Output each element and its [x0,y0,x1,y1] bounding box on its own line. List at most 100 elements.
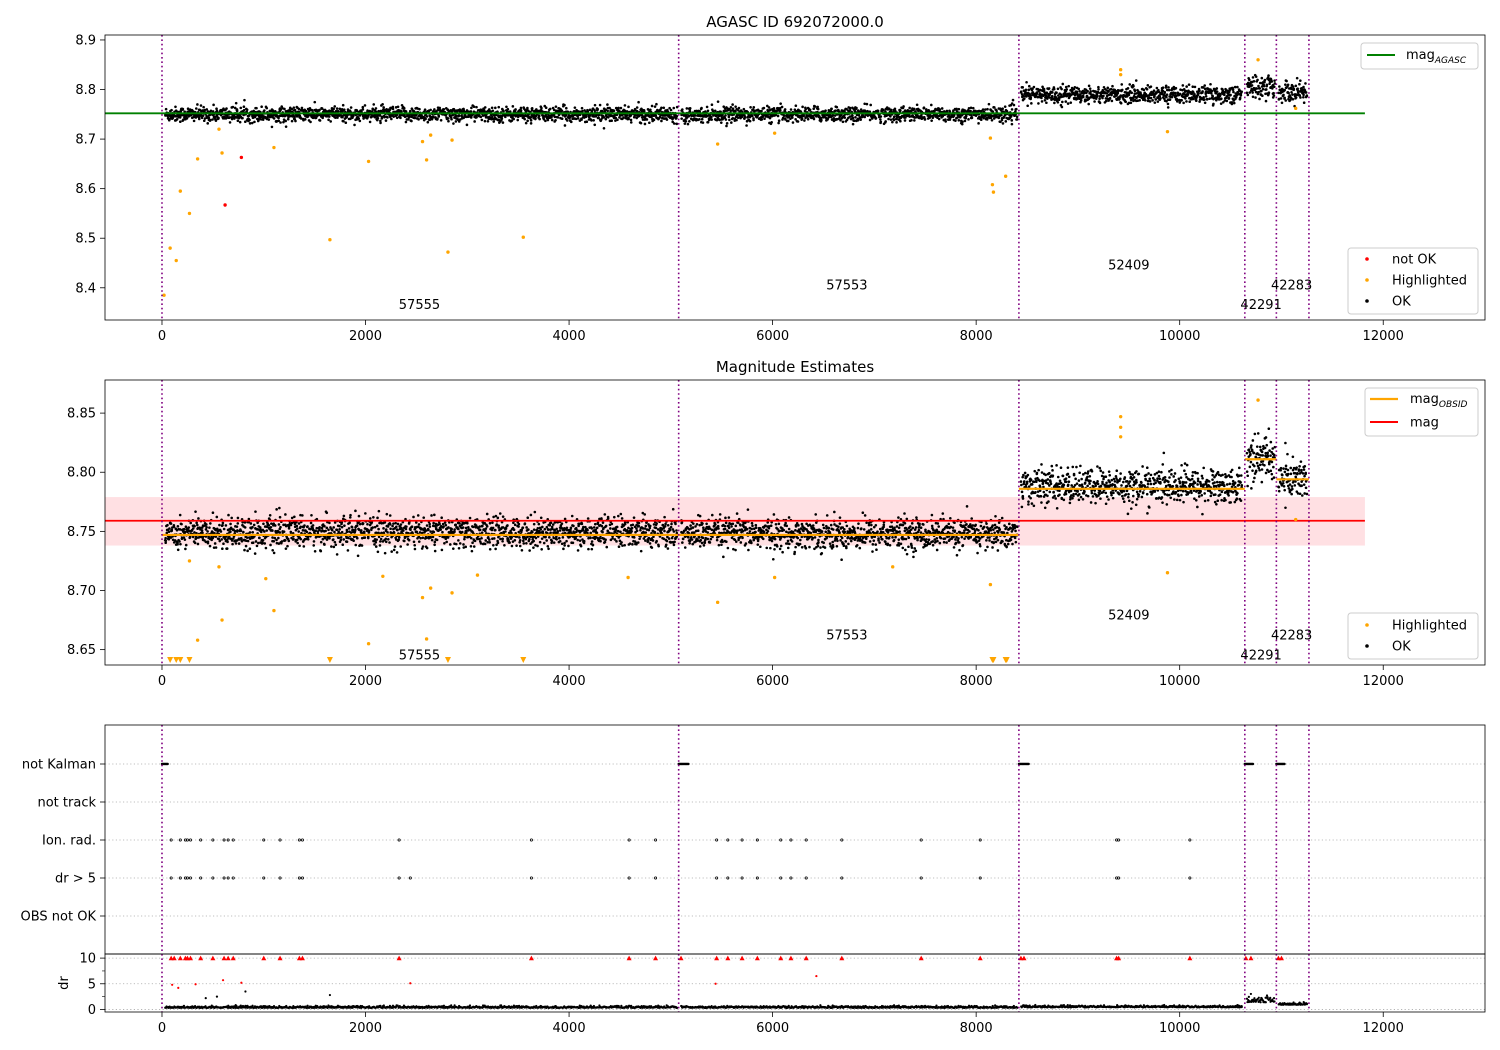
ok-point [526,516,530,519]
ok-point [525,541,528,545]
ok-point [230,117,234,121]
ok-point [242,530,245,534]
ok-point [641,118,645,121]
ok-point [1218,93,1222,97]
ok-point [592,118,595,122]
ok-point [1021,86,1025,89]
ok-point [446,117,450,120]
x-tick-label: 6000 [756,329,789,344]
ok-point [458,522,461,525]
ok-point [930,119,933,122]
ok-point [627,117,630,121]
ok-point [1145,87,1149,91]
ok-point [1078,97,1081,101]
ok-point [234,542,238,545]
ok-point [534,543,537,547]
ok-point [403,115,407,118]
ok-point [371,107,374,111]
ok-point [1284,83,1287,86]
ok-point [329,120,332,123]
ok-point [816,105,819,109]
ok-point [296,541,299,545]
ok-point [767,110,770,114]
ok-point [319,549,323,553]
ok-point [1040,100,1044,103]
ok-point [241,520,244,524]
ok-point [179,542,182,546]
ok-point [800,117,804,120]
ok-point [668,106,671,110]
ok-point [240,537,243,541]
ok-point [527,109,530,113]
ok-point [586,110,590,113]
magnitude-estimates-panel: Magnitude Estimates575555755352409422914… [67,358,1486,689]
ok-point [529,119,533,122]
ok-point [593,108,596,112]
ok-point [851,114,854,117]
ok-point [529,513,533,517]
ok-point [845,118,849,122]
ok-point [466,521,469,525]
ok-point [448,543,452,546]
ok-point [407,538,411,542]
ok-point [1305,94,1309,98]
ok-point [508,541,511,544]
ok-point [248,547,252,551]
ok-point [717,114,721,118]
obsid-label: 52409 [1108,258,1149,273]
ok-point [512,521,515,525]
ok-point [736,116,740,119]
ok-point [228,116,231,119]
ok-point [374,110,378,113]
ok-point [504,530,507,533]
ok-point [301,529,305,532]
ok-point [417,118,420,121]
ok-point [1151,99,1154,102]
ok-point [374,540,378,544]
ok-point [1152,95,1156,99]
ok-point [293,115,296,119]
ok-point [1089,89,1092,93]
ok-point [598,103,602,107]
ok-point [957,118,961,122]
ok-point [500,531,503,535]
ok-point [172,523,176,527]
ok-point [248,531,252,534]
legend-marker [1365,299,1369,303]
ok-point [215,527,219,531]
highlighted-point [195,157,200,161]
ok-point [770,120,773,124]
ok-point [301,117,305,121]
ok-point [243,521,247,524]
ok-point [528,549,531,552]
ok-point [1004,120,1008,123]
ok-point [347,527,351,530]
ok-point [464,526,468,530]
ok-point [1198,100,1201,103]
ok-point [218,539,222,543]
ok-point [501,539,504,543]
ok-point [1039,95,1043,98]
ok-point [282,120,285,124]
highlighted-point [1294,106,1298,111]
ok-point [417,540,421,543]
ok-point [1203,84,1207,87]
ok-point [480,536,483,540]
ok-point [1148,100,1152,103]
ok-point [299,537,303,541]
ok-point [688,110,692,113]
ok-point [623,104,627,107]
ok-point [1015,107,1018,111]
ok-point [923,117,927,121]
ok-point [263,109,266,112]
ok-point [660,119,663,123]
ok-point [1251,95,1255,99]
ok-point [319,540,323,544]
ok-point [491,526,495,530]
ok-point [737,106,741,110]
ok-point [791,121,795,124]
ok-point [899,119,902,123]
ok-point [301,109,304,112]
ok-point [728,118,731,122]
ok-point [320,107,324,110]
